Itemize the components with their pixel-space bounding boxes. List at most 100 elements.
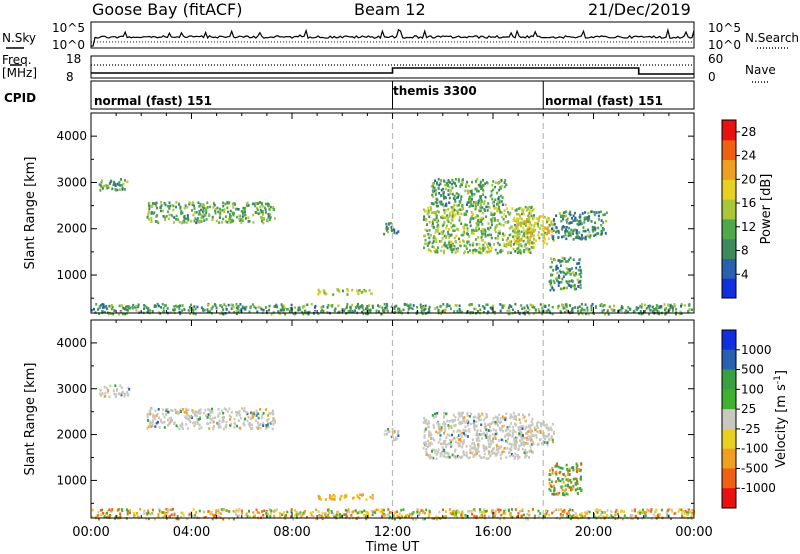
data-cell [145,517,148,521]
data-cell [567,473,570,476]
data-cell [571,308,573,311]
data-cell [526,451,528,454]
data-cell [106,390,109,394]
data-cell [600,232,603,236]
data-cell [532,208,535,211]
data-cell [548,229,551,232]
data-cell [614,517,617,520]
data-cell [171,409,174,413]
data-cell [362,289,365,293]
data-cell [428,215,431,218]
data-cell [678,508,681,511]
data-cell [253,514,256,518]
data-cell [114,184,117,187]
data-cell [437,451,439,454]
data-cell [289,307,292,310]
data-cell [459,433,461,437]
data-cell [188,306,191,309]
data-cell [474,307,477,311]
data-cell [517,448,520,452]
data-cell [451,510,454,513]
data-cell [212,206,215,209]
data-cell [473,307,476,311]
data-cell [525,232,528,235]
data-cell [474,238,477,241]
data-cell [269,515,272,518]
data-cell [462,441,465,444]
data-cell [572,238,575,241]
data-cell [458,414,461,418]
data-cell [487,429,490,432]
data-cell [569,508,572,512]
data-cell [147,214,150,217]
power-colorbar-swatch [722,120,736,141]
data-cell [178,427,181,431]
data-cell [552,432,555,436]
data-cell [458,442,461,446]
data-cell [243,409,246,413]
data-cell [103,385,106,389]
data-cell [578,305,581,308]
data-cell [545,423,548,426]
data-cell [464,223,467,226]
data-cell [501,304,504,308]
data-cell [564,305,566,309]
data-cell [598,218,601,221]
data-cell [391,435,394,439]
data-cell [357,306,360,310]
data-cell [519,238,522,241]
data-cell [525,209,528,212]
data-cell [435,182,438,186]
data-cell [185,221,188,224]
data-cell [515,225,518,228]
data-cell [441,237,444,240]
data-cell [218,419,221,422]
data-cell [576,306,579,309]
data-cell [194,516,196,519]
data-cell [451,433,453,437]
cpid-segment-3: normal (fast) 151 [545,94,663,108]
data-cell [527,237,530,241]
data-cell [224,215,227,218]
data-cell [480,433,483,437]
data-cell [508,243,510,247]
data-cell [154,417,157,421]
data-cell [223,416,225,419]
data-cell [102,512,105,515]
data-cell [325,513,328,517]
data-cell [448,196,451,200]
data-cell [194,312,197,316]
data-cell [344,508,347,512]
data-cell [456,515,458,519]
data-cell [593,227,596,231]
data-cell [565,463,568,467]
data-cell [432,423,435,427]
data-cell [453,194,456,198]
data-cell [238,214,241,218]
data-cell [435,204,438,208]
data-cell [520,217,523,221]
data-cell [176,515,179,518]
data-cell [198,212,201,216]
data-cell [484,182,487,185]
data-cell [251,413,254,416]
data-cell [475,189,478,193]
data-cell [518,509,521,513]
data-cell [177,218,180,221]
data-cell [523,444,526,447]
data-cell [339,496,342,500]
data-cell [360,510,363,514]
data-cell [424,307,427,311]
data-cell [544,226,547,230]
data-cell [429,206,432,209]
data-cell [546,443,549,447]
data-cell [472,204,475,208]
data-cell [443,234,446,238]
data-cell [208,510,211,513]
data-cell [193,207,196,210]
data-cell [559,513,562,516]
nsearch-tick-bottom: 10^0 [708,38,741,52]
data-cell [370,510,373,513]
data-cell [537,509,540,513]
